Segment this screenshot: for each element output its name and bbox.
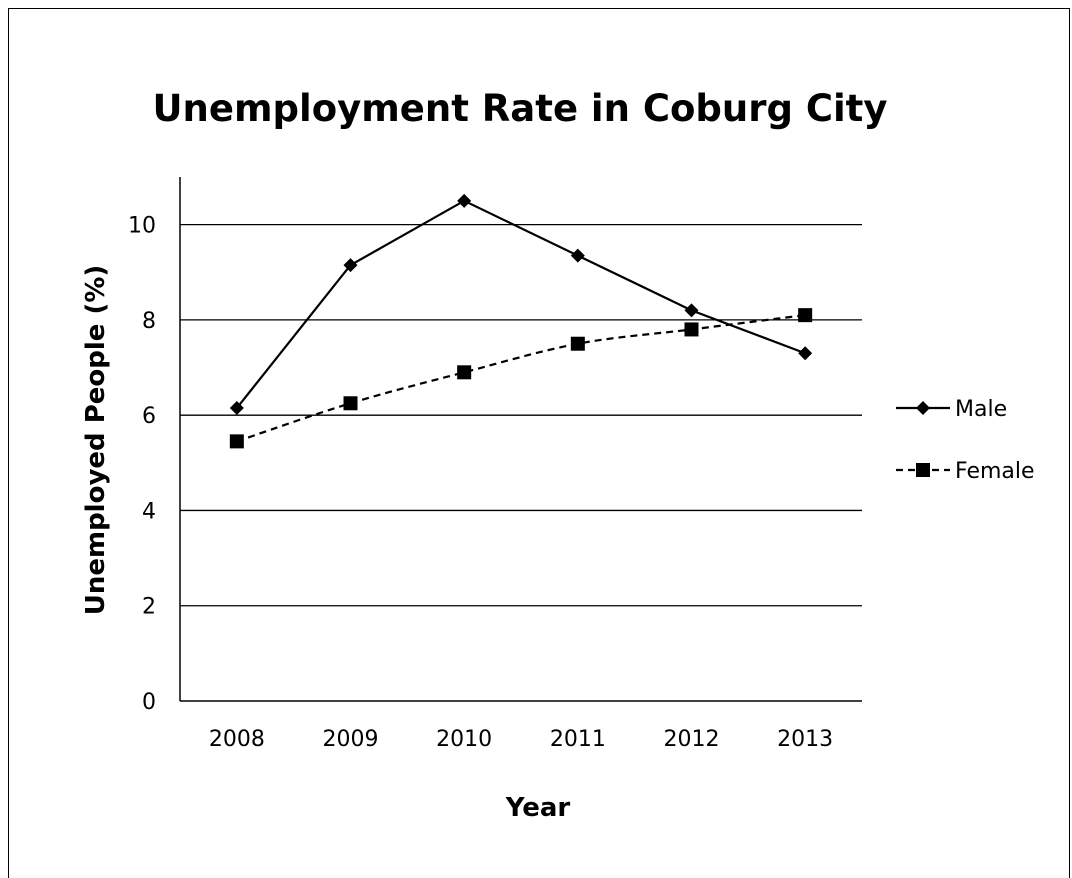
data-point-female <box>798 308 813 323</box>
data-point-male <box>684 303 699 318</box>
series-line-male <box>235 199 806 409</box>
chart-frame <box>8 8 1070 878</box>
series-line-female <box>236 314 806 443</box>
data-point-female <box>343 396 358 411</box>
x-tick-label: 2013 <box>777 727 833 752</box>
axes <box>179 177 862 702</box>
x-tick-label: 2008 <box>209 727 265 752</box>
series-group <box>229 193 813 449</box>
x-axis-title: Year <box>505 793 571 823</box>
data-point-male <box>570 248 585 263</box>
x-tick-label: 2012 <box>664 727 720 752</box>
legend-item-male: Male <box>896 397 1007 422</box>
x-tick-labels: 2008 2009 2010 2011 2012 2013 <box>209 727 833 752</box>
y-tick-label: 2 <box>142 595 156 620</box>
chart-title: Unemployment Rate in Coburg City <box>153 87 888 130</box>
data-point-female <box>684 322 699 337</box>
series-male <box>229 193 813 416</box>
series-female <box>229 308 813 449</box>
data-point-male <box>798 346 813 361</box>
legend-item-female: Female <box>896 459 1035 484</box>
x-tick-label: 2011 <box>550 727 606 752</box>
gridlines <box>180 223 862 607</box>
y-tick-label: 6 <box>142 404 156 429</box>
x-tick-label: 2010 <box>436 727 492 752</box>
data-point-female <box>570 336 585 351</box>
y-tick-label: 4 <box>142 499 156 524</box>
y-tick-label: 0 <box>142 690 156 715</box>
x-tick-label: 2009 <box>323 727 379 752</box>
legend-marker <box>916 463 930 477</box>
legend-marker <box>916 401 930 415</box>
y-tick-label: 8 <box>142 309 156 334</box>
y-tick-labels: 0 2 4 6 8 10 <box>128 214 156 715</box>
y-tick-label: 10 <box>128 214 156 239</box>
legend-label: Male <box>955 397 1007 422</box>
legend-label: Female <box>955 459 1035 484</box>
data-point-male <box>457 193 472 208</box>
y-axis-title: Unemployed People (%) <box>81 265 111 616</box>
data-point-female <box>229 434 244 449</box>
legend: Male Female <box>896 397 1035 484</box>
data-point-male <box>229 401 244 416</box>
data-point-female <box>457 365 472 380</box>
data-point-male <box>343 258 358 273</box>
